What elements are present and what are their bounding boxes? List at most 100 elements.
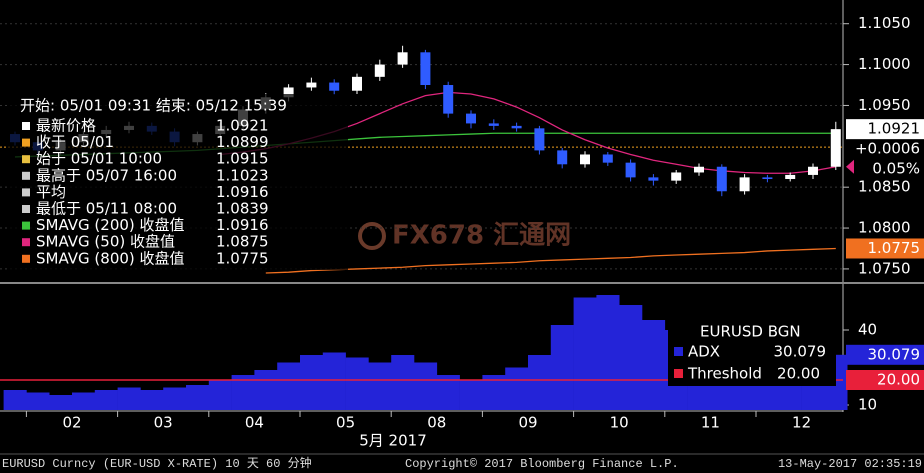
candle-body: [352, 76, 362, 91]
adx-bar: [596, 295, 620, 410]
candle-body: [283, 87, 294, 98]
watermark-logo: [358, 222, 386, 250]
candle-body: [808, 166, 818, 175]
candle-body: [374, 64, 385, 77]
legend-value: 1.0916: [216, 216, 269, 234]
info-value: 1.0899: [216, 133, 269, 151]
candle-body: [762, 177, 773, 180]
candle-body: [625, 162, 636, 178]
adx-bar: [140, 390, 164, 410]
adx-bar: [277, 362, 301, 410]
adx-bar: [414, 362, 438, 410]
y-tick-label: 1.0800: [858, 219, 911, 237]
x-tick-label: 08: [427, 414, 446, 432]
candle-body: [602, 154, 613, 163]
info-marker: [22, 188, 30, 197]
y-tick-label: 40: [858, 321, 877, 339]
adx-bar: [208, 380, 232, 410]
ma-value-box: [846, 238, 924, 259]
adx-bar: [550, 325, 574, 410]
info-label: 最新价格: [36, 117, 96, 135]
info-value: 1.0921: [216, 117, 269, 135]
y-tick-label: 1.1050: [858, 14, 911, 32]
change-label: +0.0006: [855, 140, 920, 158]
legend-value: 30.079: [774, 343, 827, 361]
candle-body: [648, 177, 659, 181]
last-price-label: 1.0921: [868, 120, 921, 138]
adx-bar: [94, 390, 118, 410]
x-tick-label: 09: [518, 414, 537, 432]
info-panel: [8, 94, 348, 270]
legend-marker: [22, 221, 30, 230]
change-pct-label: 0.05%: [872, 160, 920, 178]
candle-body: [534, 128, 545, 151]
info-label: 最低于 05/11 08:00: [36, 200, 177, 218]
adx-bar: [619, 305, 643, 410]
candle-body: [671, 172, 682, 181]
x-axis-label: 5月 2017: [359, 432, 427, 450]
adx-bar: [186, 385, 210, 410]
ma-pointer: [846, 159, 854, 174]
x-tick-label: 11: [701, 414, 720, 432]
adx-bar: [322, 352, 346, 410]
candle-body: [329, 82, 340, 91]
legend-marker: [22, 238, 30, 247]
adx-bar: [459, 380, 483, 410]
candle-body: [488, 123, 499, 126]
legend-label: SMAVG (800) 收盘值: [36, 249, 185, 267]
adx-bar: [368, 362, 392, 410]
info-marker: [22, 171, 30, 180]
x-tick-label: 03: [154, 414, 173, 432]
candle-body: [580, 154, 590, 165]
legend-title: EURUSD BGN: [700, 323, 801, 341]
info-label: 最高于 05/07 16:00: [36, 166, 177, 184]
adx-value-box: [846, 344, 924, 365]
legend-panel: [668, 320, 836, 386]
info-value: 1.0839: [216, 200, 269, 218]
x-tick-label: 02: [62, 414, 81, 432]
legend-label: SMAVG (50) 收盘值: [36, 233, 175, 251]
adx-value-label: 30.079: [868, 345, 921, 363]
y-tick-label: 10: [858, 396, 877, 414]
adx-bar: [3, 390, 27, 410]
info-label: 收于 05/01: [36, 133, 114, 151]
info-value: 1.0915: [216, 150, 269, 168]
x-tick-label: 12: [792, 414, 811, 432]
candle-body: [306, 82, 317, 88]
x-tick-label: 04: [245, 414, 264, 432]
info-marker: [22, 122, 30, 130]
threshold-value-box: [846, 370, 924, 390]
adx-bar: [345, 357, 369, 410]
legend-value: 20.00: [777, 365, 820, 383]
adx-bar: [642, 320, 666, 410]
last-price-box: [846, 119, 924, 140]
adx-bar: [573, 297, 597, 410]
x-tick-label: 10: [610, 414, 629, 432]
legend-label: Threshold: [687, 365, 762, 383]
info-marker: [22, 205, 30, 213]
legend-value: 1.0875: [216, 233, 269, 251]
adx-bar: [231, 375, 255, 410]
footer-center: Copyright© 2017 Bloomberg Finance L.P.: [405, 457, 679, 471]
candle-body: [694, 166, 704, 173]
moving-average-line: [265, 247, 836, 274]
x-tick-label: 05: [336, 414, 355, 432]
adx-bar: [300, 355, 324, 410]
y-tick-label: 1.1000: [858, 55, 911, 73]
adx-bar: [505, 367, 529, 410]
candle-body: [830, 129, 841, 167]
adx-bar: [254, 370, 278, 410]
info-marker: [22, 155, 30, 164]
adx-bar: [436, 375, 460, 410]
y-tick-label: 1.0850: [858, 178, 911, 196]
y-tick-label: 1.0750: [858, 259, 911, 277]
ma-value-label: 1.0775: [868, 239, 921, 257]
candle-body: [443, 85, 454, 114]
legend-label: SMAVG (200) 收盘值: [36, 216, 185, 234]
threshold-value-label: 20.00: [877, 371, 920, 389]
footer-right: 13-May-2017 02:35:19: [778, 457, 922, 471]
legend-value: 1.0775: [216, 249, 269, 267]
adx-bar: [117, 387, 141, 410]
info-value: 1.0916: [216, 183, 269, 201]
adx-bar: [528, 355, 552, 410]
